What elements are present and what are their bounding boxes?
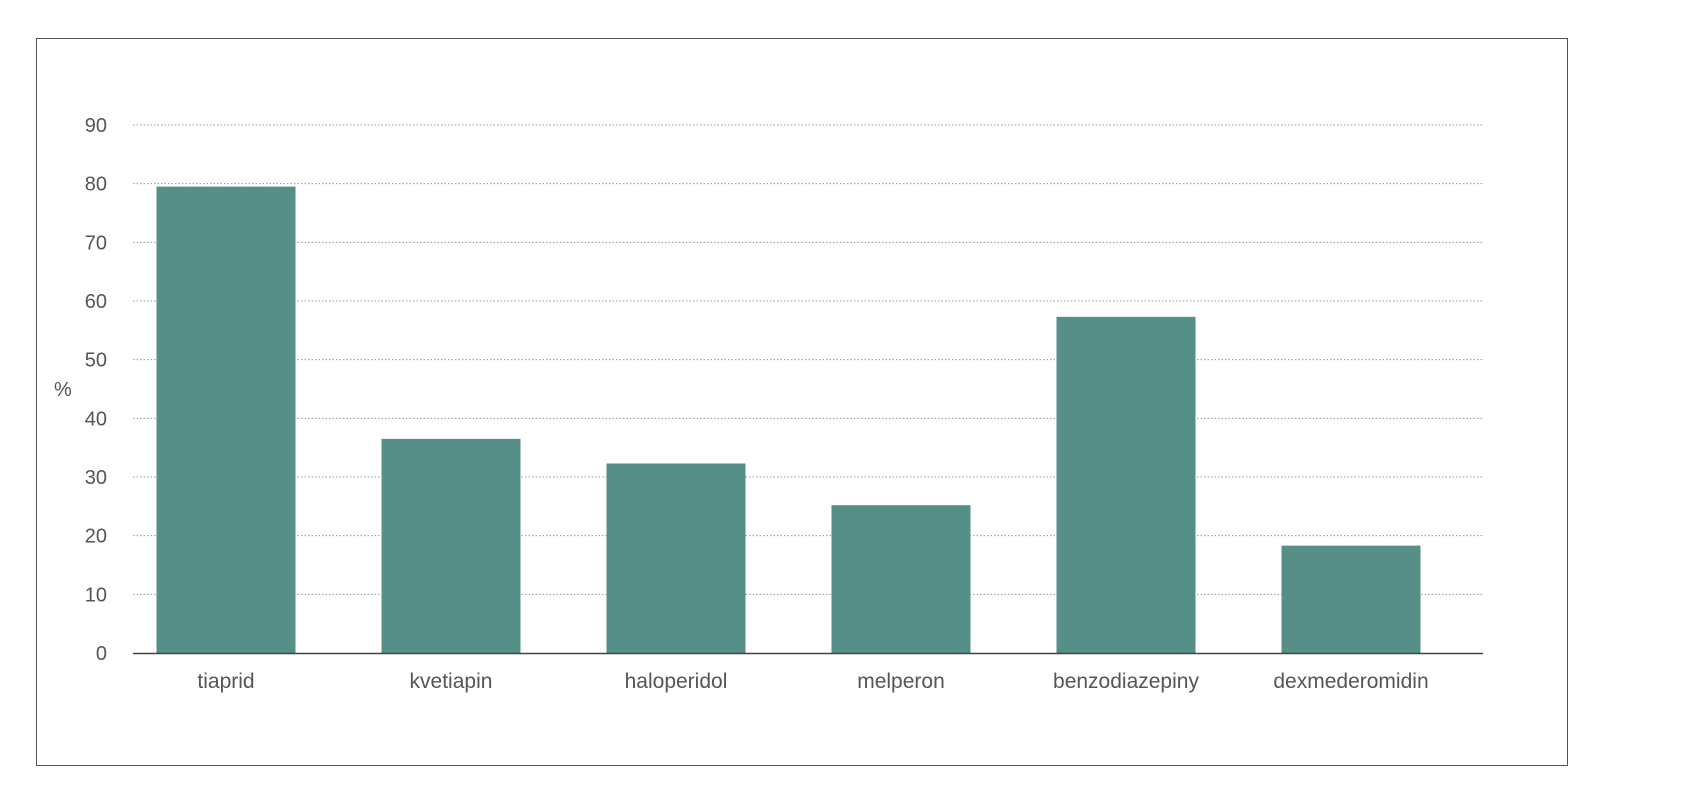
x-tick-label: dexmederomidin (1273, 670, 1428, 693)
y-tick-label: 0 (96, 643, 107, 665)
bar-benzodiazepiny (1056, 316, 1196, 653)
x-tick-label: melperon (857, 670, 945, 693)
chart-frame: 0 10 20 30 40 50 60 70 80 90 tiaprid kvetiapin halo… (36, 38, 1568, 766)
x-tick-label: kvetiapin (410, 670, 493, 693)
y-tick-labels: 0 10 20 30 40 50 60 70 80 90 (85, 115, 107, 665)
x-tick-labels: tiaprid kvetiapin haloperidol melperon benzo… (197, 670, 1428, 693)
y-axis-label: % (54, 379, 72, 401)
y-tick-label: 50 (85, 350, 107, 372)
y-tick-label: 10 (85, 584, 107, 606)
bar-kvetiapin (381, 438, 521, 653)
y-tick-label: 60 (85, 291, 107, 313)
bar-haloperidol (606, 463, 746, 653)
bar-dexmederomidin (1281, 545, 1421, 653)
x-tick-label: tiaprid (197, 670, 254, 693)
y-tick-label: 70 (85, 232, 107, 254)
bar-melperon (831, 505, 971, 653)
y-tick-label: 80 (85, 174, 107, 196)
bars (156, 186, 1421, 653)
gridlines (133, 124, 1483, 595)
x-tick-label: benzodiazepiny (1053, 670, 1199, 693)
bar-chart: 0 10 20 30 40 50 60 70 80 90 tiaprid kvetiapin halo… (54, 115, 1483, 693)
y-tick-label: 40 (85, 408, 107, 430)
x-tick-label: haloperidol (625, 670, 728, 693)
y-tick-label: 30 (85, 467, 107, 489)
y-tick-label: 90 (85, 115, 107, 137)
bar-tiaprid (156, 186, 296, 653)
y-tick-label: 20 (85, 526, 107, 548)
